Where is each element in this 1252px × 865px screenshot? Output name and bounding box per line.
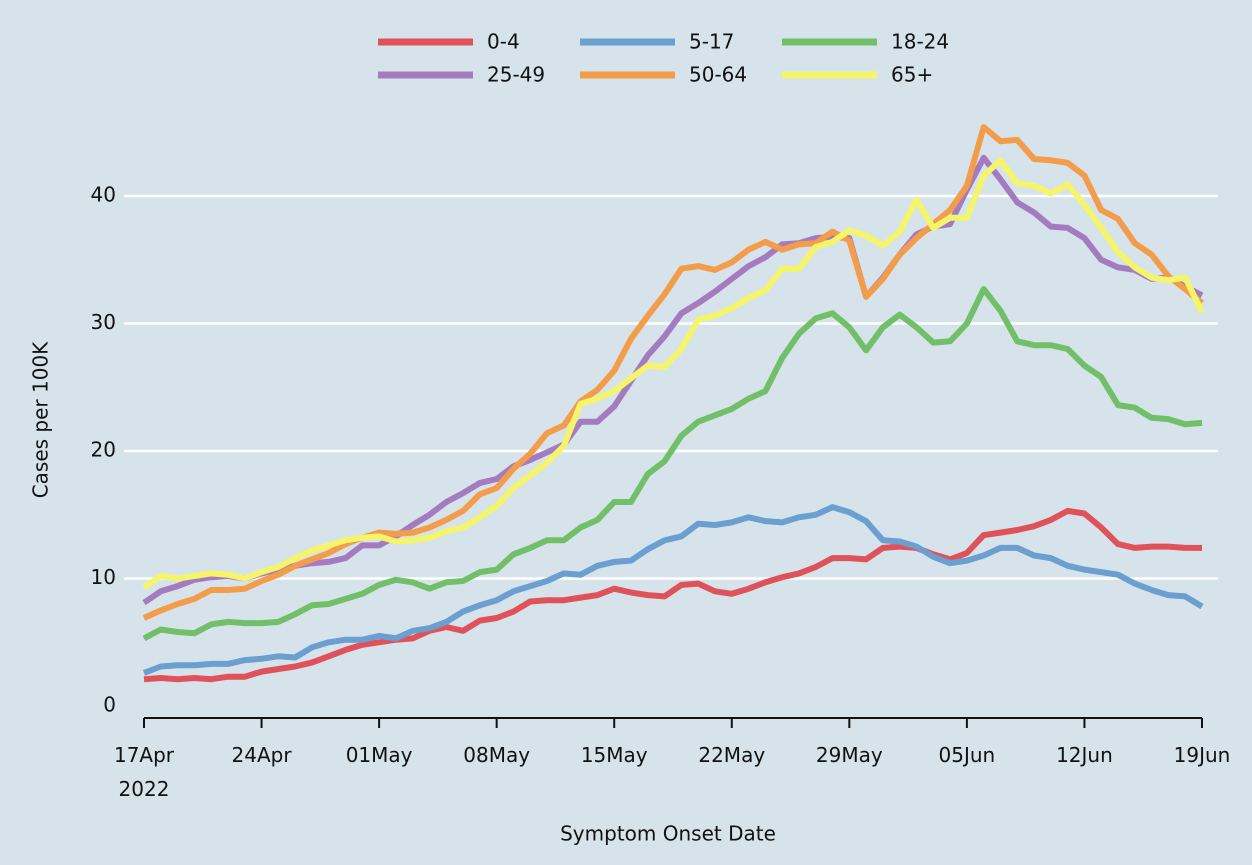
y-tick-label: 20 [91,438,116,462]
x-tick-label: 08May [463,743,531,767]
legend-label: 25-49 [487,63,545,87]
y-tick-label: 40 [91,183,116,207]
legend-label: 18-24 [891,30,949,54]
series-line [142,154,1204,606]
x-tick-label: 15May [580,743,648,767]
x-tick-label: 29May [815,743,883,767]
series-line [142,504,1204,676]
x-tick-label: 05Jun [938,743,996,767]
x-tick-label: 24Apr [231,743,292,767]
legend-label: 0-4 [487,30,520,54]
x-tick-label: 01May [345,743,413,767]
x-tick-label: 22May [698,743,766,767]
series-line [142,124,1204,621]
y-tick-label: 30 [91,310,116,334]
x-tick-label: 17Apr 2022 [113,743,175,801]
legend-label: 65+ [891,63,933,87]
legend-label: 5-17 [689,30,734,54]
legend-label: 50-64 [689,63,747,87]
series-line [143,507,1202,683]
y-tick-label: 10 [91,565,116,589]
x-tick-label: 12Jun [1056,743,1113,767]
x-axis-label: Symptom Onset Date [560,822,776,846]
series-line [142,286,1203,642]
y-axis-label: Cases per 100K [29,341,53,498]
y-tick-label: 0 [103,693,116,717]
series-line [142,157,1205,590]
x-tick-label: 19Jun [1173,743,1231,767]
